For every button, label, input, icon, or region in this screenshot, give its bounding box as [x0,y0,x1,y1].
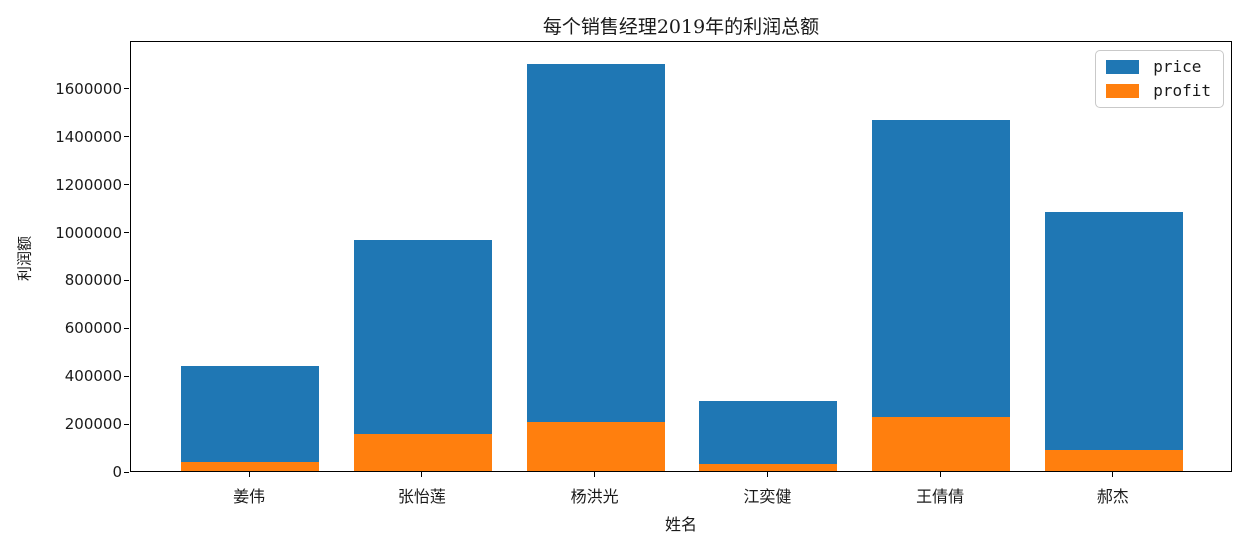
price-bar-4 [872,120,1011,471]
price-bar-5 [1044,212,1183,471]
legend-label-profit: profit [1153,81,1211,100]
x-tick-label-4: 王倩倩 [916,487,965,506]
legend-entry-profit: profit [1106,83,1211,99]
x-tick-mark-5 [1112,472,1114,477]
x-tick-label-0: 姜伟 [233,487,266,506]
legend-swatch-price [1106,60,1140,74]
profit-bar-2 [526,421,665,471]
y-tick-label-3: 600000 [64,319,122,338]
y-tick-mark-7 [124,136,129,138]
y-tick-mark-3 [124,327,129,329]
x-tick-label-3: 江奕健 [743,487,792,506]
y-tick-mark-6 [124,184,129,186]
y-tick-label-1: 200000 [64,415,122,434]
chart-title: 每个销售经理2019年的利润总额 [542,16,820,38]
price-bar-0 [181,365,320,471]
profit-bar-1 [353,433,492,471]
x-tick-mark-0 [248,472,250,477]
price-bar-3 [699,400,838,471]
legend: price profit [1095,50,1224,108]
x-tick-mark-2 [594,472,596,477]
price-bar-1 [353,239,492,471]
y-tick-label-8: 1600000 [55,79,122,98]
y-tick-mark-2 [124,375,129,377]
x-axis-label: 姓名 [664,515,697,534]
y-tick-mark-4 [124,279,129,281]
y-tick-label-6: 1200000 [55,175,122,194]
y-tick-mark-5 [124,232,129,234]
profit-bar-4 [872,416,1011,471]
x-tick-mark-1 [421,472,423,477]
legend-entry-price: price [1106,59,1211,75]
profit-bar-3 [699,464,838,471]
price-bar-2 [526,63,665,471]
legend-label-price: price [1153,57,1202,76]
x-tick-label-5: 郝杰 [1096,487,1129,506]
plot-area: price profit [130,41,1232,472]
y-tick-mark-1 [124,423,129,425]
y-axis-label: 利润额 [15,236,34,282]
profit-bar-5 [1044,449,1183,471]
x-tick-mark-4 [939,472,941,477]
profit-bar-0 [181,462,320,471]
legend-swatch-profit [1106,84,1140,98]
x-tick-label-1: 张怡莲 [397,487,446,506]
y-tick-mark-0 [124,471,129,473]
x-tick-mark-3 [766,472,768,477]
y-tick-label-0: 0 [112,463,122,481]
y-tick-label-5: 1000000 [55,223,122,242]
y-tick-mark-8 [124,88,129,90]
y-tick-label-7: 1400000 [55,127,122,146]
y-tick-label-4: 800000 [64,271,122,290]
y-tick-label-2: 400000 [64,367,122,386]
x-tick-label-2: 杨洪光 [570,487,619,506]
